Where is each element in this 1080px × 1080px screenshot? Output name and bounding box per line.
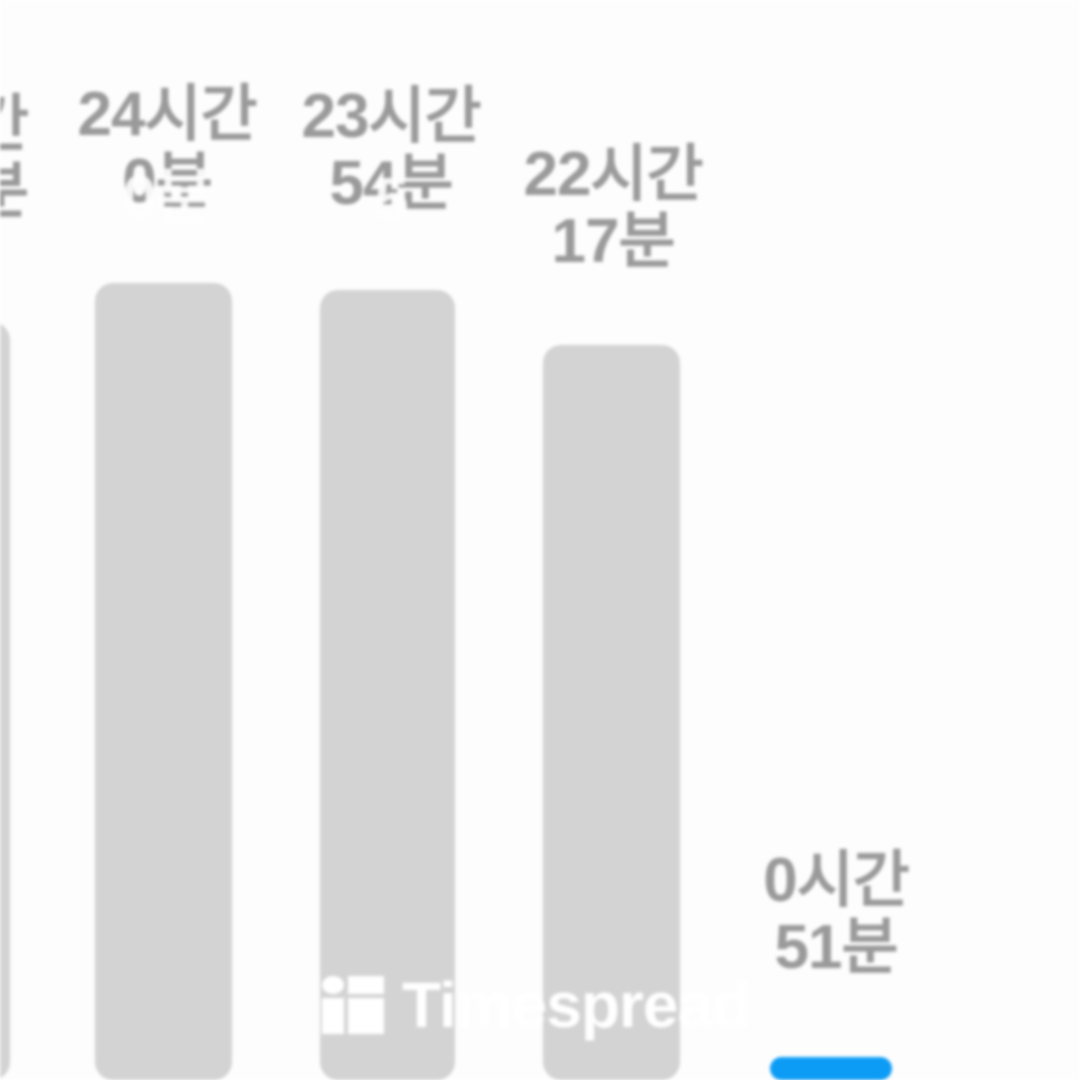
bar-4-accent[interactable] (770, 1057, 892, 1080)
grid-logo-icon (322, 976, 384, 1034)
bar-value-label-2: 23시간 54분 (301, 82, 481, 218)
bar-value-label-0: 간 분 (0, 92, 64, 226)
bar-3[interactable] (543, 345, 680, 1080)
bar-value-label-4: 0시간 51분 (763, 846, 910, 982)
watermark-label: Timespread (402, 969, 751, 1041)
watermark: Timespread (322, 962, 751, 1048)
bar-2[interactable] (320, 290, 455, 1080)
bar-value-label-3: 22시간 17분 (523, 140, 703, 276)
bar-1[interactable] (95, 283, 232, 1080)
bar-0-clipped[interactable] (0, 322, 10, 1080)
bar-value-label-1: 24시간 0분 (77, 80, 257, 216)
